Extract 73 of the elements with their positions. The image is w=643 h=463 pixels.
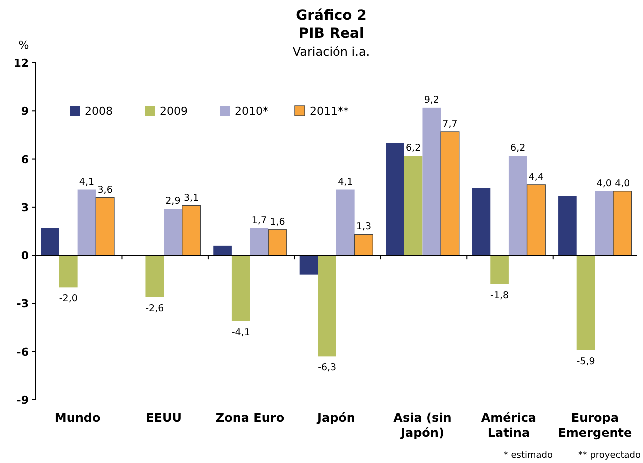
data-label: 1,7: [252, 215, 267, 226]
data-label: -1,8: [490, 290, 510, 302]
bar: [232, 256, 250, 322]
data-label: -5,9: [576, 356, 596, 368]
data-label: 6,2: [510, 143, 526, 154]
data-label: 3,6: [98, 184, 113, 196]
y-tick-label: -9: [16, 394, 29, 407]
x-tick-label: Zona Euro: [216, 411, 285, 425]
bar: [576, 256, 596, 350]
bar: [613, 191, 632, 256]
bar: [78, 190, 96, 256]
bar: [526, 184, 546, 256]
data-label: 4,1: [338, 176, 354, 188]
bar: [182, 205, 202, 256]
bar: [508, 156, 528, 256]
x-tick-label: EEUU: [146, 411, 182, 425]
y-axis-title: %: [18, 39, 30, 52]
y-tick-label: 3: [21, 201, 29, 214]
bar: [96, 197, 115, 256]
bar: [300, 256, 318, 275]
x-tick-label: América Latina: [481, 411, 537, 440]
bar: [146, 256, 164, 298]
data-label: 7,7: [442, 119, 458, 130]
bar: [164, 209, 182, 256]
data-label: 6,2: [406, 143, 422, 154]
legend-label: 2011**: [310, 105, 350, 118]
bar: [214, 246, 232, 256]
data-label: -2,6: [146, 303, 164, 314]
y-tick-label: 0: [21, 250, 30, 263]
bar: [41, 228, 60, 256]
text: Variación i.a.: [292, 45, 370, 59]
x-tick-label: Europa Emergente: [558, 411, 632, 440]
bar: [318, 256, 336, 357]
bar: [490, 256, 509, 284]
data-label: 9,2: [424, 94, 440, 106]
data-label: -6,3: [318, 362, 337, 374]
data-label: 1,6: [270, 216, 286, 228]
bar: [268, 230, 288, 256]
bar: [472, 188, 491, 256]
x-tick-label: Asia (sin Japón): [394, 411, 452, 440]
x-tick-label: Mundo: [54, 411, 101, 425]
data-label: 4,0: [596, 178, 612, 190]
y-tick-label: 6: [21, 153, 30, 166]
data-label: 2,9: [166, 196, 181, 208]
chart-subtitle: PIB Real: [298, 26, 364, 42]
y-tick-label: -6: [16, 346, 30, 359]
data-label: -4,1: [232, 327, 250, 338]
data-label: 4,0: [615, 178, 630, 190]
data-label: -2,0: [59, 294, 78, 305]
x-tick-label: Japón: [316, 411, 356, 425]
bar: [422, 108, 442, 256]
bar: [404, 156, 423, 256]
y-tick-label: -3: [16, 298, 29, 311]
chart-title: Gráfico 2: [296, 8, 367, 24]
data-label: 4,1: [79, 176, 95, 188]
bar: [59, 256, 78, 288]
data-label: 4,4: [528, 172, 544, 183]
data-label: 1,3: [356, 222, 372, 233]
bar: [336, 190, 355, 256]
text: * estimado: [504, 451, 554, 461]
legend-label: 2009: [160, 105, 188, 118]
bar: [386, 143, 404, 256]
bar: [440, 132, 460, 256]
legend-label: 2010*: [235, 105, 269, 118]
bar: [595, 191, 614, 256]
data-label: 3,1: [184, 192, 200, 204]
y-tick-label: 9: [21, 105, 29, 118]
bar: [354, 234, 374, 256]
text: ** proyectado: [578, 451, 642, 461]
legend-label: 2008: [85, 105, 113, 118]
y-tick-label: 12: [14, 57, 29, 70]
bar: [250, 228, 269, 256]
bar: [558, 196, 577, 256]
